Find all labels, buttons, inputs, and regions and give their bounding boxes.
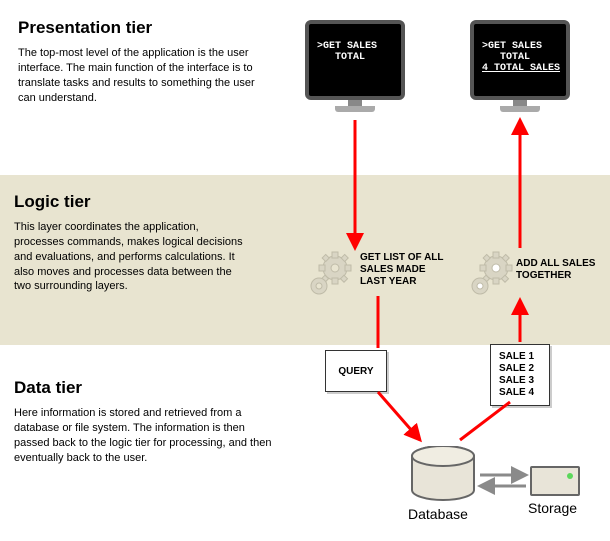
data-title: Data tier: [14, 378, 274, 398]
monitor-right-line1: >GET SALES: [482, 41, 542, 52]
monitor-left: >GET SALES TOTAL: [305, 20, 405, 112]
presentation-desc: The top-most level of the application is…: [18, 46, 268, 105]
monitor-stand-icon: [500, 106, 540, 112]
logic-text-right: ADD ALL SALES TOGETHER: [516, 258, 595, 282]
data-label: Data tier Here information is stored and…: [14, 378, 274, 465]
diagram-canvas: Presentation tier The top-most level of …: [0, 0, 610, 541]
monitor-left-line1: >GET SALES: [317, 41, 377, 52]
logic-title: Logic tier: [14, 192, 244, 212]
gears-left-icon: [305, 248, 357, 305]
logic-label: Logic tier This layer coordinates the ap…: [14, 192, 244, 294]
presentation-title: Presentation tier: [18, 18, 268, 38]
monitor-right-line2: TOTAL: [482, 52, 530, 63]
monitor-right-result: 4 TOTAL SALES: [482, 63, 560, 74]
monitor-right: >GET SALES TOTAL 4 TOTAL SALES: [470, 20, 570, 112]
database-icon: [410, 446, 476, 507]
paper-results: SALE 1 SALE 2 SALE 3 SALE 4: [490, 344, 550, 406]
presentation-label: Presentation tier The top-most level of …: [18, 18, 268, 105]
storage-label: Storage: [528, 500, 577, 516]
data-desc: Here information is stored and retrieved…: [14, 406, 274, 465]
paper-query: QUERY: [325, 350, 387, 392]
storage-icon: [530, 466, 580, 496]
database-label: Database: [408, 506, 468, 522]
logic-desc: This layer coordinates the application, …: [14, 220, 244, 294]
storage-led-icon: [567, 473, 573, 479]
logic-text-left: GET LIST OF ALL SALES MADE LAST YEAR: [360, 252, 444, 288]
monitor-left-line2: TOTAL: [317, 52, 365, 63]
monitor-right-screen: >GET SALES TOTAL 4 TOTAL SALES: [470, 20, 570, 100]
monitor-stand-icon: [335, 106, 375, 112]
gears-right-icon: [466, 248, 518, 305]
monitor-left-screen: >GET SALES TOTAL: [305, 20, 405, 100]
